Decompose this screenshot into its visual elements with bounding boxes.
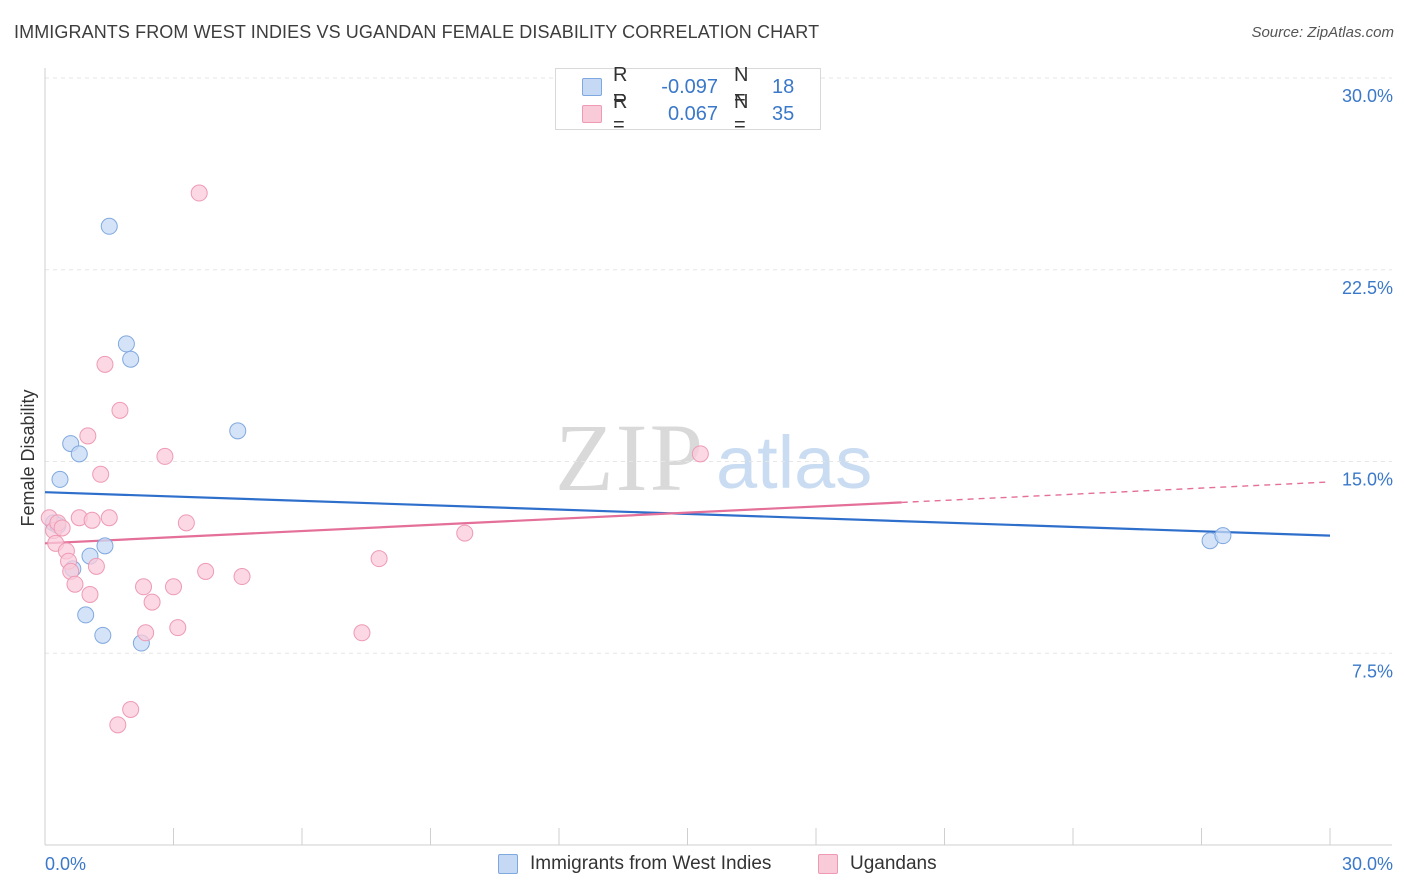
ugandan-point xyxy=(96,355,114,373)
ugandan-point xyxy=(456,524,474,542)
legend-item-ugandans[interactable]: Ugandans xyxy=(818,850,937,878)
y-tick-label: 15.0% xyxy=(1342,470,1393,490)
ugandan-point xyxy=(143,593,161,611)
ugandan-point xyxy=(370,550,388,568)
ugandan-point xyxy=(92,465,110,483)
ugandan-point xyxy=(79,427,97,445)
ugandan-point xyxy=(165,578,182,596)
n-value: 18 xyxy=(772,75,795,98)
y-tick-label: 22.5% xyxy=(1342,278,1393,298)
ugandan-trend-line xyxy=(44,501,902,545)
x-tick-label: 0.0% xyxy=(45,854,86,874)
ugandan-point xyxy=(53,519,71,537)
grid-lines xyxy=(45,77,1392,654)
pink-swatch-icon xyxy=(818,854,838,874)
west-indies-point xyxy=(70,445,88,463)
x-tick-label: 30.0% xyxy=(1342,854,1393,874)
pink-swatch-icon xyxy=(582,105,602,123)
n-label: N = xyxy=(734,91,749,136)
source-label: Source: ZipAtlas.com xyxy=(1251,24,1394,41)
r-value: 0.067 xyxy=(667,102,718,125)
west-indies-point xyxy=(229,422,247,440)
ugandan-point xyxy=(190,184,208,202)
ugandan-point xyxy=(691,445,709,463)
tick-labels: 7.5% 15.0% 22.5% 30.0% 0.0% 30.0% xyxy=(45,86,1393,874)
west-indies-point xyxy=(77,606,95,624)
legend-item-west-indies[interactable]: Immigrants from West Indies xyxy=(498,850,771,878)
ugandan-point xyxy=(197,562,215,580)
trend-lines xyxy=(44,481,1331,545)
ugandan-point xyxy=(233,568,251,586)
west-indies-point xyxy=(96,537,114,555)
ugandan-point xyxy=(122,700,140,718)
ugandan-point xyxy=(66,575,84,593)
blue-swatch-icon xyxy=(498,854,518,874)
ugandan-point xyxy=(137,624,155,642)
west-indies-point xyxy=(1214,527,1232,545)
r-label: R = xyxy=(613,91,628,136)
legend-label: Immigrants from West Indies xyxy=(530,853,772,874)
chart-title: IMMIGRANTS FROM WEST INDIES VS UGANDAN F… xyxy=(14,22,820,42)
blue-swatch-icon xyxy=(582,78,602,96)
r-value: -0.097 xyxy=(661,75,718,98)
west-indies-point xyxy=(51,470,69,488)
west-indies-point xyxy=(94,626,112,644)
correlation-legend: R = -0.097 N = 18 R = 0.067 N = 35 xyxy=(555,64,821,136)
ugandan-trend-extension xyxy=(901,481,1331,504)
y-tick-label: 7.5% xyxy=(1352,661,1393,681)
ugandan-point xyxy=(87,557,105,575)
west-indies-point xyxy=(122,350,140,368)
ugandan-point xyxy=(111,401,129,419)
watermark-atlas: atlas xyxy=(716,421,872,504)
series-legend: Immigrants from West Indies Ugandans xyxy=(0,850,1406,880)
west-indies-trend-line xyxy=(44,491,1331,537)
watermark-zip: ZIP xyxy=(555,404,705,511)
ugandan-point xyxy=(156,447,174,465)
r-label: R = xyxy=(613,64,628,109)
ugandan-point xyxy=(353,624,371,642)
west-indies-point xyxy=(100,217,118,235)
west-indies-point xyxy=(117,335,135,353)
n-value: 35 xyxy=(772,102,795,125)
ugandan-point xyxy=(100,509,118,527)
ugandan-point xyxy=(109,716,127,734)
ugandan-point xyxy=(177,514,195,532)
ugandan-point xyxy=(135,578,153,596)
n-label: N = xyxy=(734,64,749,109)
ugandan-point xyxy=(83,511,101,529)
ugandan-point xyxy=(81,585,99,603)
data-points xyxy=(40,184,1232,734)
ugandan-point xyxy=(169,619,187,637)
axes xyxy=(44,68,1392,846)
y-axis-label: Female Disability xyxy=(18,389,38,526)
y-tick-label: 30.0% xyxy=(1342,86,1393,106)
legend-label: Ugandans xyxy=(850,853,937,874)
